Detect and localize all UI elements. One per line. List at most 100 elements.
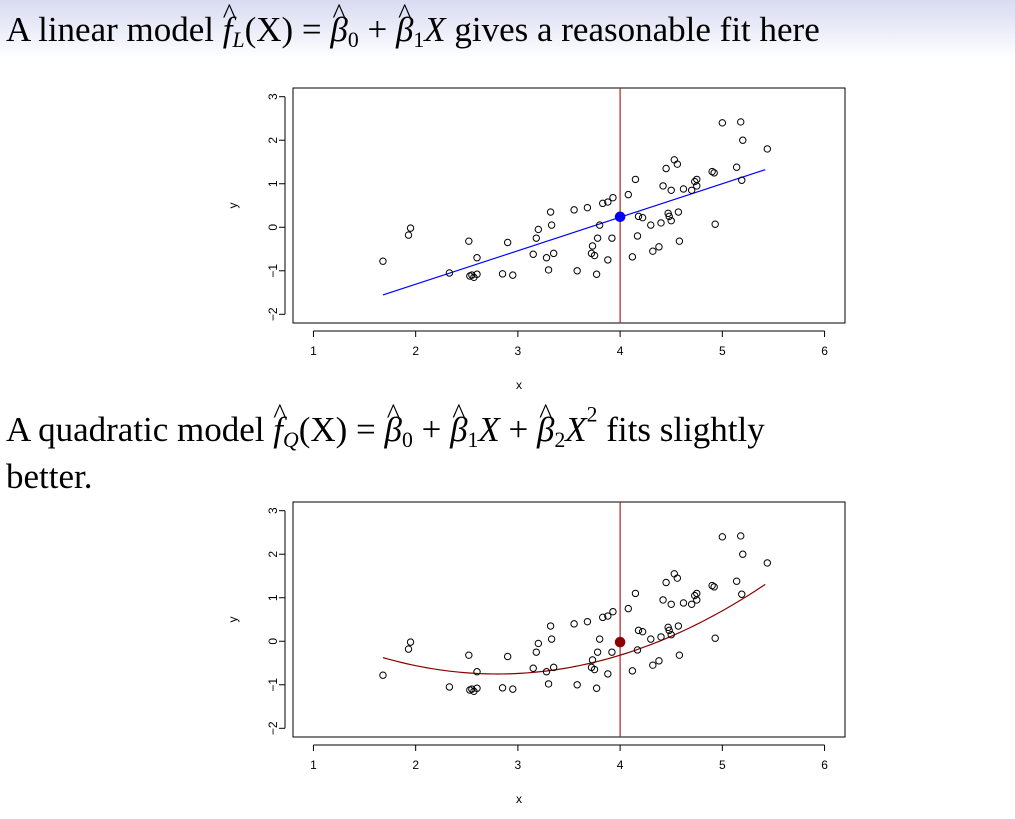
data-point	[406, 224, 415, 232]
data-point	[763, 145, 772, 153]
linear-formula: fL(X) = β0 + β1X	[223, 0, 446, 53]
data-point	[404, 231, 413, 239]
formula-x-squared: X	[565, 410, 587, 449]
sentence-text: gives a reasonable fit here	[445, 10, 820, 49]
data-point	[732, 577, 741, 585]
data-point	[573, 267, 581, 275]
data-point	[609, 193, 617, 202]
data-point	[693, 596, 701, 604]
data-point	[532, 234, 540, 242]
data-point	[674, 622, 683, 630]
data-point	[659, 596, 667, 604]
data-point	[667, 186, 675, 194]
beta1-hat: β	[450, 393, 468, 452]
data-point	[657, 633, 665, 641]
linear-fit-plot: 1 2 3 4 5 6 −2 −1 0 1 2 3 x y	[226, 87, 846, 392]
plot-area	[379, 88, 772, 323]
data-point	[738, 590, 746, 598]
data-point	[708, 581, 716, 590]
data-point	[631, 175, 640, 184]
beta2-hat: β	[537, 393, 555, 452]
title-banner	[0, 0, 1015, 58]
data-point	[638, 213, 647, 222]
data-point	[638, 627, 647, 636]
data-point	[673, 574, 682, 582]
data-point	[509, 271, 517, 279]
data-point	[592, 270, 601, 278]
y-axis-label: y	[226, 203, 240, 209]
data-point	[670, 156, 678, 164]
data-point	[679, 599, 688, 607]
data-point	[664, 209, 672, 218]
y-tick-label: 0	[266, 224, 280, 231]
data-point	[590, 251, 599, 260]
f-hat: f	[223, 0, 233, 52]
plot-frame	[292, 501, 846, 738]
quadratic-formula: fQ(X) = β0 + β1X + β2X2	[273, 393, 597, 453]
data-point	[732, 163, 741, 171]
data-point	[529, 250, 537, 258]
data-point	[595, 635, 604, 643]
y-tick-label: −2	[266, 307, 280, 321]
data-point	[473, 270, 481, 278]
data-point	[737, 532, 745, 540]
formula-subscript: L	[232, 28, 245, 53]
y-tick-label: −1	[266, 264, 280, 278]
prediction-point	[614, 211, 626, 223]
x-tick-label: 6	[821, 344, 828, 358]
x-tick-label: 4	[617, 758, 624, 772]
data-point	[590, 665, 599, 674]
data-point	[687, 186, 696, 194]
data-point	[604, 256, 612, 264]
x-tick-label: 1	[310, 344, 317, 358]
data-point	[667, 217, 675, 225]
data-point	[628, 253, 637, 261]
data-point	[468, 271, 476, 279]
formula-argument: (X)	[298, 410, 348, 449]
data-point	[445, 269, 454, 277]
formula-argument: (X)	[244, 10, 294, 49]
data-point	[593, 648, 602, 656]
data-point	[662, 578, 670, 587]
data-point	[542, 668, 551, 676]
beta0-hat: β	[385, 393, 403, 452]
x-tick-label: 3	[515, 758, 522, 772]
x-tick-label: 3	[515, 344, 522, 358]
data-point	[599, 613, 607, 622]
data-point	[649, 661, 657, 669]
data-point	[604, 612, 612, 620]
data-point	[662, 164, 670, 173]
data-point	[465, 651, 473, 659]
quadratic-model-sentence: A quadratic model fQ(X) = β0 + β1X + β2X…	[6, 393, 765, 462]
data-point	[664, 623, 672, 632]
formula-x: X	[424, 10, 446, 49]
beta0-subscript: 0	[401, 428, 413, 453]
data-point	[570, 206, 578, 214]
y-tick-label: 1	[266, 180, 280, 187]
data-point	[634, 212, 643, 221]
x-tick-label: 5	[719, 758, 726, 772]
x-tick-label: 2	[412, 344, 419, 358]
data-point	[738, 176, 746, 184]
plot-area	[379, 502, 772, 737]
plot-frame	[292, 87, 846, 324]
data-point	[503, 238, 512, 247]
data-point	[673, 160, 682, 168]
data-point	[710, 583, 718, 591]
data-point	[679, 185, 688, 193]
data-point	[595, 221, 604, 229]
data-point	[655, 243, 663, 251]
x-tick-label: 1	[310, 758, 317, 772]
data-point	[687, 600, 696, 608]
data-point	[667, 600, 675, 608]
data-point	[739, 136, 747, 144]
y-axis-label: y	[226, 617, 240, 623]
data-point	[473, 668, 481, 676]
data-point	[570, 620, 578, 628]
data-point	[711, 220, 719, 228]
x-tick-label: 5	[719, 344, 726, 358]
formula-x: X	[478, 410, 500, 449]
quadratic-fit-plot: 1 2 3 4 5 6 −2 −1 0 1 2 3 x y	[226, 501, 846, 806]
data-point	[763, 559, 772, 567]
data-point	[588, 656, 597, 664]
